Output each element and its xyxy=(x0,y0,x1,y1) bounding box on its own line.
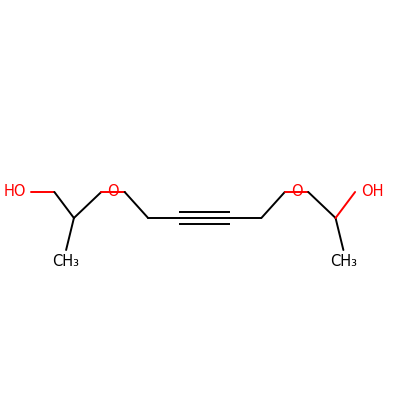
Text: O: O xyxy=(107,184,119,200)
Text: CH₃: CH₃ xyxy=(53,254,80,269)
Text: HO: HO xyxy=(3,184,26,200)
Text: O: O xyxy=(291,184,302,200)
Text: OH: OH xyxy=(361,184,384,200)
Text: CH₃: CH₃ xyxy=(330,254,357,269)
